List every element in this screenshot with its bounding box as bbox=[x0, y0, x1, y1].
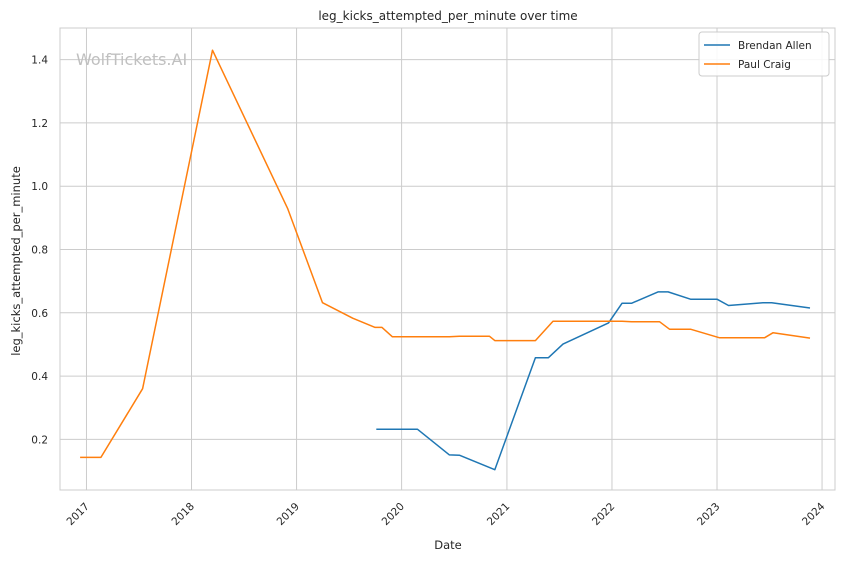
y-tick-label: 0.8 bbox=[31, 245, 48, 257]
series-line-paul-craig bbox=[80, 49, 811, 459]
y-tick-label: 1.2 bbox=[31, 118, 48, 130]
y-tick-label: 0.2 bbox=[31, 434, 48, 446]
series-layer bbox=[80, 49, 811, 471]
series-line-brendan-allen bbox=[376, 291, 811, 471]
y-axis-label: leg_kicks_attempted_per_minute bbox=[9, 166, 23, 356]
y-tick-label: 0.6 bbox=[31, 308, 48, 320]
y-tick-label: 0.4 bbox=[31, 371, 48, 383]
plot-area bbox=[59, 27, 836, 491]
legend: Brendan Allen Paul Craig bbox=[698, 31, 830, 77]
y-axis: 0.2 0.4 0.6 0.8 1.0 1.2 1.4 bbox=[31, 55, 48, 447]
grid-lines bbox=[60, 28, 835, 490]
y-tick-label: 1.0 bbox=[31, 181, 48, 193]
legend-box bbox=[698, 31, 830, 77]
chart-title: leg_kicks_attempted_per_minute over time bbox=[318, 9, 577, 23]
y-tick-label: 1.4 bbox=[31, 55, 48, 67]
legend-label: Brendan Allen bbox=[738, 40, 812, 52]
x-axis-label: Date bbox=[434, 538, 462, 552]
legend-label: Paul Craig bbox=[738, 59, 791, 71]
watermark-text: WolfTickets.AI bbox=[76, 50, 187, 69]
